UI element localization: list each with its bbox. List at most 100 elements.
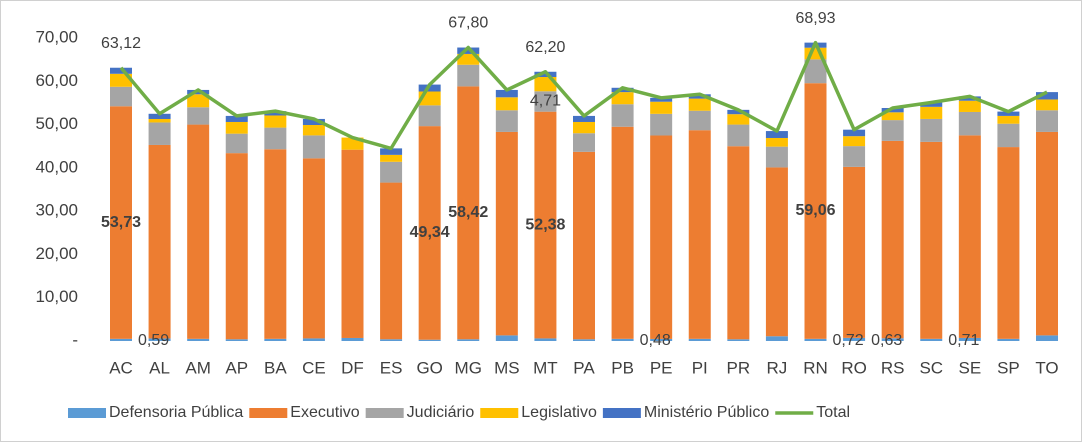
data-label: 53,73 (101, 214, 141, 231)
bar-segment (418, 105, 441, 127)
x-tick-label: SE (958, 358, 981, 377)
bar-segment (958, 337, 981, 341)
bar-segment (650, 113, 673, 136)
total-line (119, 40, 1048, 151)
bar-segment (148, 113, 171, 119)
bar-segment (920, 106, 943, 119)
bar-segment (302, 135, 325, 159)
bar-segment (495, 97, 518, 111)
bar-segment (727, 109, 750, 115)
bar-segment (727, 146, 750, 340)
bar-segment (958, 135, 981, 338)
bar-segment (611, 104, 634, 127)
legend-label: Executivo (290, 404, 359, 421)
x-tick-label: RN (803, 358, 828, 377)
bar-segment (534, 91, 557, 112)
bar-segment (881, 107, 904, 113)
bar-segment (727, 339, 750, 341)
bar-segment (611, 92, 634, 105)
x-tick-label: AC (109, 358, 133, 377)
bar-segment (418, 126, 441, 340)
bar-segment (534, 338, 557, 341)
data-label: 49,34 (410, 224, 450, 241)
x-tick-label: RS (881, 358, 905, 377)
bar-segment (110, 106, 132, 339)
x-tick-label: DF (341, 358, 364, 377)
bar-segment (187, 94, 210, 108)
y-tick-label: 30,00 (35, 201, 78, 220)
bar-segment (495, 131, 518, 336)
bar-segment (1036, 335, 1058, 341)
bar-segment (881, 112, 904, 121)
data-label: 0,71 (948, 332, 979, 349)
data-label: 68,93 (795, 10, 835, 27)
bar-segment (727, 124, 750, 147)
bar-segment (765, 336, 788, 341)
bar-segment (688, 338, 711, 341)
bar-segment (688, 130, 711, 339)
bar-segment (302, 125, 325, 136)
bar-segment (418, 339, 441, 341)
bar-segment (804, 83, 827, 339)
bar-segment (727, 114, 750, 125)
x-tick-label: MT (533, 358, 558, 377)
bar-segment (110, 67, 132, 74)
x-tick-label: BA (264, 358, 287, 377)
data-label: 67,80 (448, 15, 488, 32)
bar-segment (881, 140, 904, 339)
x-tick-label: CE (302, 358, 326, 377)
x-tick-label: SP (997, 358, 1020, 377)
bar-segment (920, 118, 943, 142)
bar-segment (457, 64, 480, 87)
bar-segment (495, 89, 518, 98)
bar-segment (457, 53, 480, 65)
bar-segment (804, 59, 827, 84)
y-tick-label: 50,00 (35, 114, 78, 133)
y-tick-label: 70,00 (35, 27, 78, 46)
bar-segment (264, 127, 287, 150)
x-tick-label: RO (841, 358, 867, 377)
bar-segment (225, 339, 248, 341)
bar-segment (187, 124, 210, 339)
legend-swatch (68, 408, 106, 418)
bar-segment (997, 338, 1020, 341)
bar-segment (148, 338, 171, 341)
data-label: 58,42 (448, 204, 488, 221)
x-tick-label: ES (380, 358, 403, 377)
x-tick-label: AL (149, 358, 170, 377)
bar-segment (341, 337, 364, 341)
legend-swatch (249, 408, 288, 418)
bar-segment (1036, 99, 1058, 111)
data-label: 0,48 (640, 332, 671, 349)
bar-segment (534, 111, 557, 339)
bar-segment (1036, 92, 1058, 100)
bar-segment (997, 115, 1020, 124)
bar-segment (843, 129, 866, 137)
bar-segment (765, 131, 788, 138)
bar-segment (997, 111, 1020, 116)
y-tick-label: 20,00 (35, 244, 78, 263)
bar-segment (843, 166, 866, 338)
legend-label: Defensoria Pública (109, 404, 243, 421)
bar-segment (457, 86, 480, 340)
x-tick-label: PB (611, 358, 634, 377)
legend-label: Legislativo (521, 404, 597, 421)
bar-segment (650, 135, 673, 339)
data-label: 0,59 (138, 332, 169, 349)
bar-segment (765, 146, 788, 168)
bar-segment (573, 133, 595, 152)
bar-segment (110, 338, 132, 341)
bar-segment (688, 94, 711, 99)
bar-segment (264, 115, 287, 128)
data-label: 4,71 (530, 93, 561, 110)
x-tick-label: MG (455, 358, 482, 377)
bar-segment (881, 120, 904, 141)
x-tick-label: PR (727, 358, 751, 377)
legend-swatch (480, 408, 519, 418)
bar-segment (958, 96, 981, 101)
y-tick-label: - (72, 330, 78, 349)
x-tick-label: MS (494, 358, 520, 377)
bar-segment (573, 151, 595, 340)
bar-segment (997, 147, 1020, 339)
